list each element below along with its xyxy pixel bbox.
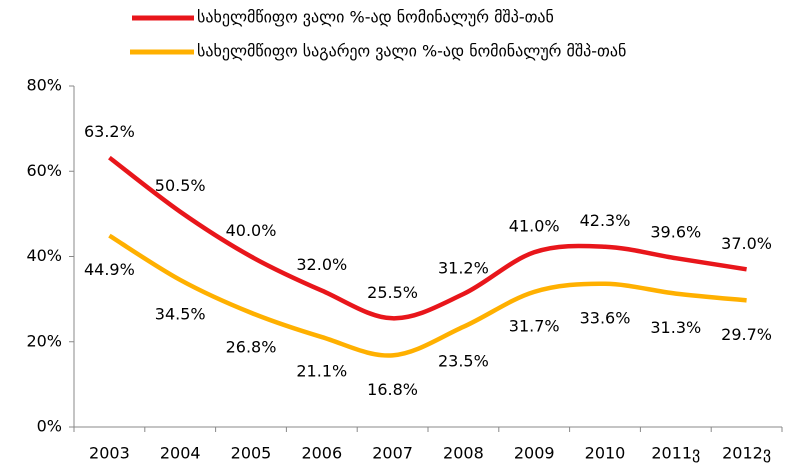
x-tick-label: 2003: [89, 444, 130, 463]
x-tick-label: 2010: [585, 444, 626, 463]
data-label: 33.6%: [580, 308, 631, 327]
x-tick-label: 2004: [160, 444, 201, 463]
data-label: 42.3%: [580, 211, 631, 230]
legend-label: სახელმწიფო ვალი %-ად ნომინალურ მშპ-თან: [197, 8, 554, 27]
data-label: 39.6%: [650, 223, 701, 242]
data-label: 23.5%: [438, 351, 489, 370]
data-label: 37.0%: [721, 234, 772, 253]
data-label: 40.0%: [226, 221, 277, 240]
x-tick-label: 2009: [514, 444, 555, 463]
x-tick-label: 2007: [372, 444, 413, 463]
series-line: [108, 155, 747, 321]
data-label: 16.8%: [367, 380, 418, 399]
y-tick-label: 40%: [26, 246, 62, 265]
data-label: 25.5%: [367, 283, 418, 302]
data-label: 44.9%: [84, 260, 135, 279]
y-tick-label: 20%: [26, 331, 62, 350]
x-tick-label: 2006: [301, 444, 342, 463]
x-tick-label: 2005: [231, 444, 272, 463]
x-tick-label: 2008: [443, 444, 484, 463]
data-label: 21.1%: [296, 362, 347, 381]
series-line: [108, 233, 747, 358]
y-tick-label: 60%: [26, 161, 62, 180]
data-label: 31.2%: [438, 259, 489, 278]
data-label: 32.0%: [296, 255, 347, 274]
data-label: 31.3%: [650, 318, 701, 337]
data-label: 31.7%: [509, 316, 560, 335]
data-label: 29.7%: [721, 325, 772, 344]
legend-label: სახელმწიფო საგარეო ვალი %-ად ნომინალურ მ…: [197, 42, 626, 61]
data-label: 26.8%: [226, 337, 277, 356]
data-label: 63.2%: [84, 122, 135, 141]
data-label: 41.0%: [509, 217, 560, 236]
x-tick-label: 2011ვ: [651, 444, 700, 463]
data-label: 50.5%: [155, 176, 206, 195]
y-tick-label: 80%: [26, 76, 62, 95]
y-tick-label: 0%: [37, 417, 62, 436]
data-label: 34.5%: [155, 304, 206, 323]
x-tick-label: 2012ვ: [722, 444, 771, 463]
